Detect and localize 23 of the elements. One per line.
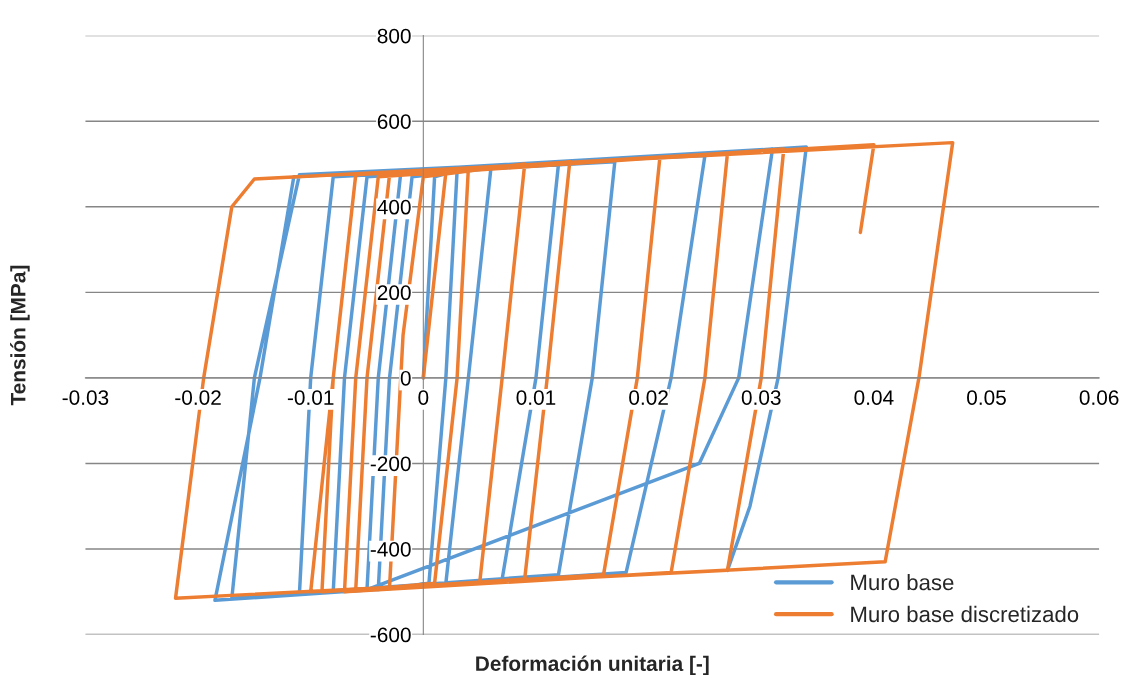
- x-tick-label: -0.02: [175, 390, 221, 405]
- y-tick-label: 800: [377, 28, 411, 44]
- x-tick-label: -0.03: [62, 390, 109, 405]
- x-tick-label: -0.01: [287, 390, 334, 405]
- y-tick-label: -400: [370, 542, 411, 557]
- legend-label: Muro base discretizado: [851, 605, 1079, 623]
- y-tick-label: 200: [377, 285, 411, 301]
- x-tick-label: 0.04: [854, 390, 894, 405]
- y-tick-label: 0: [400, 370, 411, 386]
- y-tick-label: -200: [370, 456, 411, 472]
- x-tick-label: 0.05: [967, 390, 1006, 405]
- y-axis-title: Tensión [MPa]: [10, 265, 30, 406]
- legend-label: Muro base: [851, 573, 954, 591]
- x-tick-label: 0.01: [516, 390, 556, 405]
- x-tick-label: 0.02: [629, 390, 668, 405]
- x-tick-label: 0.03: [741, 390, 781, 405]
- x-tick-label: 0.06: [1079, 390, 1119, 405]
- y-tick-label: 400: [377, 199, 411, 215]
- y-tick-label: 600: [377, 114, 411, 129]
- x-tick-label: 0: [418, 390, 429, 405]
- line-series: [173, 140, 955, 600]
- x-axis-title: Deformación unitaria [-]: [476, 655, 709, 676]
- y-tick-label: -600: [370, 627, 411, 643]
